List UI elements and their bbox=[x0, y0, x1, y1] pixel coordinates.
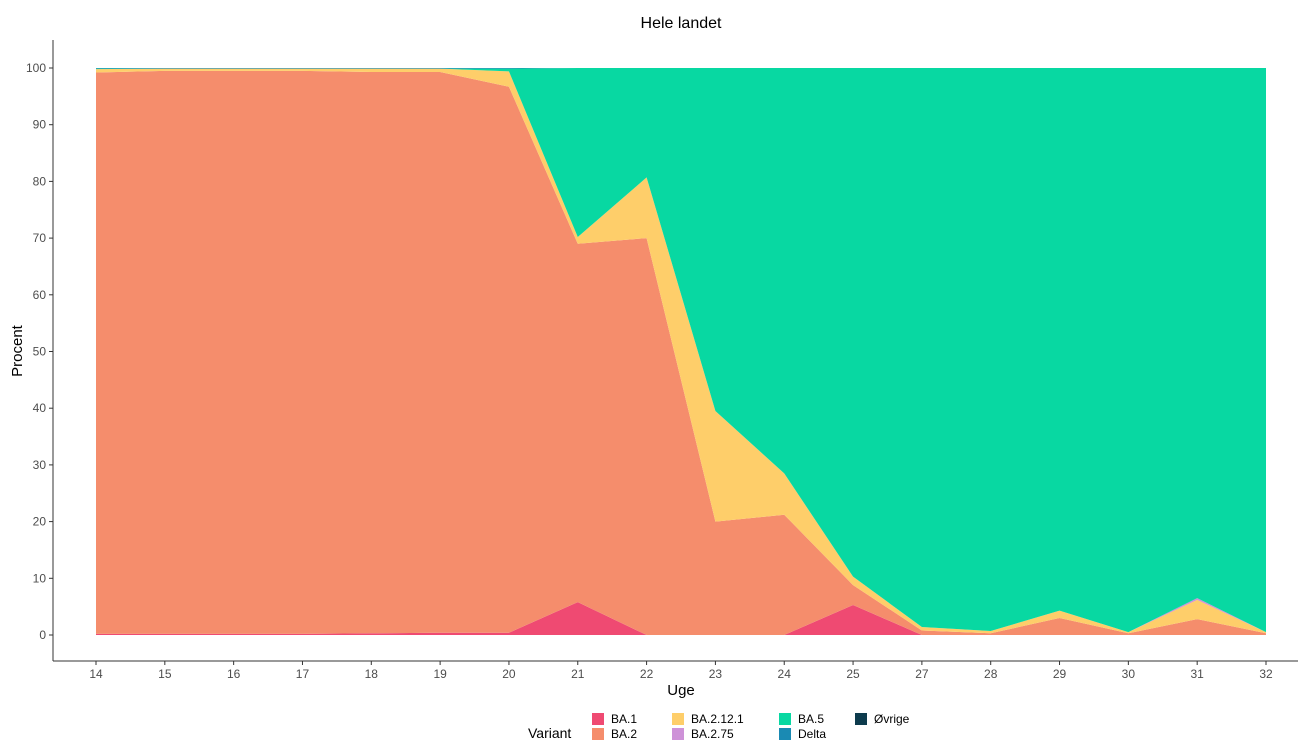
x-tick-label: 32 bbox=[1259, 667, 1273, 681]
legend-swatch bbox=[779, 713, 791, 725]
legend-label: BA.2.12.1 bbox=[691, 712, 744, 726]
y-tick-label: 0 bbox=[39, 628, 46, 642]
legend-label: BA.1 bbox=[611, 712, 637, 726]
area-series-ba-2 bbox=[96, 70, 1266, 636]
legend-label: BA.2.75 bbox=[691, 727, 734, 741]
y-axis-title: Procent bbox=[9, 324, 26, 377]
y-tick-label: 30 bbox=[33, 458, 47, 472]
x-tick-label: 25 bbox=[846, 667, 860, 681]
x-tick-label: 16 bbox=[227, 667, 241, 681]
area-series-ba-5 bbox=[96, 68, 1266, 633]
legend: Variant BA.1BA.2 BA.2.12.1BA.2.75 BA.5Delt… bbox=[528, 712, 910, 741]
x-tick-label: 23 bbox=[709, 667, 723, 681]
x-axis-title: Uge bbox=[667, 682, 695, 699]
legend-swatch bbox=[592, 713, 604, 725]
chart-title: Hele landet bbox=[641, 15, 723, 32]
legend-label: BA.2 bbox=[611, 727, 637, 741]
legend-title: Variant bbox=[528, 725, 571, 741]
axes-group: 0 10 20 30 40 50 60 70 80 90 100 14 15 16 17 18 19 20 21 22… bbox=[26, 40, 1298, 681]
x-tick-label: 17 bbox=[296, 667, 310, 681]
x-tick-label: 21 bbox=[571, 667, 585, 681]
legend-swatch bbox=[855, 713, 867, 725]
x-tick-label: 28 bbox=[984, 667, 998, 681]
x-tick-label: 24 bbox=[778, 667, 792, 681]
x-tick-label: 30 bbox=[1122, 667, 1136, 681]
area-series-group bbox=[96, 68, 1266, 636]
y-tick-label: 70 bbox=[33, 231, 47, 245]
y-tick-label: 50 bbox=[33, 345, 47, 359]
x-tick-label: 22 bbox=[640, 667, 654, 681]
legend-label: Øvrige bbox=[874, 712, 910, 726]
x-tick-label: 29 bbox=[1053, 667, 1067, 681]
legend-label: BA.5 bbox=[798, 712, 824, 726]
area-series-delta bbox=[96, 68, 1266, 69]
x-tick-label: 27 bbox=[915, 667, 929, 681]
legend-swatch bbox=[779, 728, 791, 740]
x-tick-label: 18 bbox=[365, 667, 379, 681]
x-tick-label: 31 bbox=[1190, 667, 1204, 681]
y-tick-label: 90 bbox=[33, 118, 47, 132]
area-series-ba-2-12-1 bbox=[96, 68, 1266, 634]
y-tick-label: 20 bbox=[33, 515, 47, 529]
x-tick-label: 20 bbox=[502, 667, 516, 681]
y-tick-label: 10 bbox=[33, 571, 47, 585]
y-tick-label: 60 bbox=[33, 288, 47, 302]
legend-swatch bbox=[672, 728, 684, 740]
legend-label: Delta bbox=[798, 727, 826, 741]
x-tick-label: 19 bbox=[433, 667, 447, 681]
y-tick-label: 40 bbox=[33, 401, 47, 415]
x-tick-label: 15 bbox=[158, 667, 172, 681]
x-tick-label: 14 bbox=[89, 667, 103, 681]
legend-swatch bbox=[592, 728, 604, 740]
y-tick-label: 80 bbox=[33, 174, 47, 188]
legend-swatch bbox=[672, 713, 684, 725]
y-tick-label: 100 bbox=[26, 61, 46, 75]
